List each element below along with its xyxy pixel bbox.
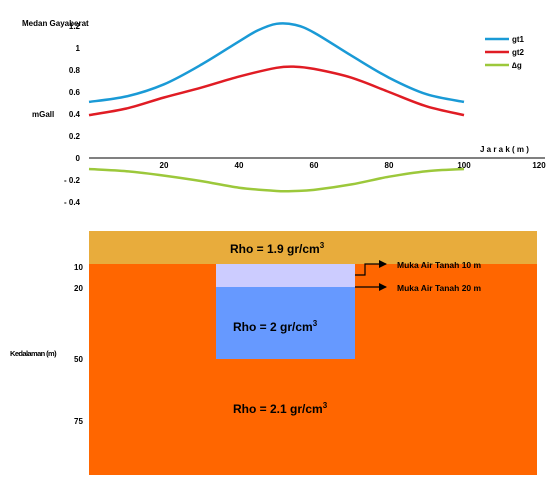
y-tick-label: 1.2 — [69, 22, 81, 31]
x-axis-label: J a r a k ( m ) — [480, 145, 529, 154]
depth-tick-10: 10 — [74, 263, 83, 272]
x-tick-label: 20 — [160, 161, 169, 170]
water-table-10m-arrow — [355, 260, 387, 276]
y-tick-label: 0.2 — [69, 132, 81, 141]
legend-label: gt2 — [512, 48, 525, 57]
x-tick-label: 40 — [235, 161, 244, 170]
y-axis-title-line1: Medan Gayaberat — [22, 19, 89, 28]
x-tick-label: 100 — [457, 161, 471, 170]
water-table-20m-label: Muka Air Tanah 20 m — [397, 283, 482, 293]
gravity-chart: Medan Gayaberat mGall 1.2 1 0.8 0.6 0.4 0.2 0 -… — [22, 19, 546, 207]
y-tick-label: 0.4 — [69, 110, 81, 119]
y-tick-label: 1 — [76, 44, 81, 53]
legend-label: gt1 — [512, 35, 525, 44]
x-tick-label: 120 — [532, 161, 546, 170]
x-tick-label: 60 — [310, 161, 319, 170]
y-tick-label: - 0.4 — [64, 198, 81, 207]
y-tick-label: 0.6 — [69, 88, 81, 97]
y-axis-unit: mGall — [32, 110, 54, 119]
anomaly-body — [216, 287, 355, 359]
body-label: Rho = 2 gr/cm3 — [233, 319, 318, 334]
x-tick-labels: 20 40 60 80 100 120 — [160, 161, 546, 170]
y-tick-label: 0.8 — [69, 66, 81, 75]
y-tick-label: 0 — [76, 154, 81, 163]
depth-tick-50: 50 — [74, 355, 83, 364]
legend-label: ∆g — [512, 61, 522, 70]
top-layer — [89, 231, 537, 264]
top-layer-label: Rho = 1.9 gr/cm3 — [230, 241, 325, 256]
bottom-layer-label: Rho = 2.1 gr/cm3 — [233, 401, 328, 416]
series-line-1 — [88, 22, 465, 104]
series-lines — [88, 22, 465, 193]
series-line-2 — [88, 65, 465, 117]
cross-section: Rho = 1.9 gr/cm3 Rho = 2 gr/cm3 Rho = 2.… — [10, 231, 537, 475]
legend: gt1 gt2 ∆g — [485, 35, 525, 70]
y-tick-label: - 0.2 — [64, 176, 81, 185]
water-table-10m-label: Muka Air Tanah 10 m — [397, 260, 482, 270]
depth-tick-75: 75 — [74, 417, 83, 426]
saturated-body-upper-zone — [216, 264, 355, 287]
series-line-3 — [88, 167, 465, 193]
y-tick-labels: 1.2 1 0.8 0.6 0.4 0.2 0 - 0.2 - 0.4 — [64, 22, 81, 207]
x-tick-label: 80 — [385, 161, 394, 170]
depth-tick-20: 20 — [74, 284, 83, 293]
depth-axis-label: Kedalaman (m) — [10, 349, 57, 358]
